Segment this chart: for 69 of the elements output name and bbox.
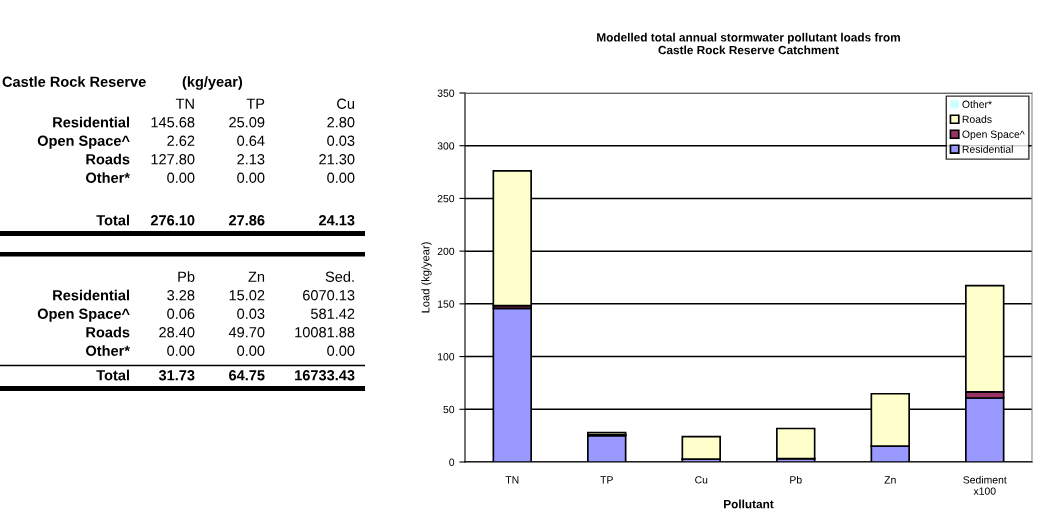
text: 31.73 <box>158 370 195 381</box>
category-label: Open Space^ <box>37 308 130 322</box>
y-tick-label: 250 <box>437 194 455 203</box>
y-axis-title: Load (kg/year) <box>421 242 432 313</box>
x-tick-label: Cu <box>695 476 708 484</box>
text: 15.02 <box>229 290 265 301</box>
category-label: Roads <box>86 326 130 338</box>
x-tick-label: Pb <box>790 475 802 484</box>
text: 2.62 <box>167 135 195 146</box>
category-label: Total <box>96 369 129 381</box>
category-label: Residential <box>53 116 129 128</box>
category-label: Cu <box>337 98 355 109</box>
text: 49.70 <box>228 327 265 338</box>
text: 0.00 <box>237 345 265 356</box>
category-label: TN <box>175 98 194 109</box>
y-tick-label: 200 <box>437 247 455 256</box>
y-tick-label: 0 <box>449 458 455 466</box>
text: 0.00 <box>167 345 195 356</box>
category-label: Zn <box>248 271 265 282</box>
text: 16733.43 <box>295 370 355 381</box>
text: 64.75 <box>229 370 265 381</box>
category-label: Open Space^ <box>37 135 130 149</box>
text: 25.09 <box>229 117 265 128</box>
category-label: Residential <box>53 289 129 301</box>
text: 0.03 <box>327 135 355 146</box>
y-tick-label: 50 <box>443 405 455 414</box>
text: 145.68 <box>151 117 195 128</box>
text: 0.64 <box>237 135 265 146</box>
legend-label: Roads <box>962 115 992 123</box>
y-tick-label: 350 <box>437 89 455 97</box>
x-tick-label: TP <box>600 476 613 484</box>
text: 21.30 <box>319 154 355 165</box>
category-label: Other* <box>86 345 130 356</box>
legend-label: Other* <box>962 100 992 108</box>
chart-title: Modelled total annual stormwater pollutant loads from Castle Rock Reserve Catchment <box>597 32 900 55</box>
text: 0.03 <box>237 308 265 319</box>
x-tick-label: Zn <box>884 476 896 484</box>
category-label: Pb <box>178 271 195 282</box>
text: 3.28 <box>167 290 195 301</box>
legend-label: Residential <box>962 145 1013 153</box>
text: 6070.13 <box>303 290 355 301</box>
y-tick-label: 150 <box>438 300 455 308</box>
x-tick-label: TN <box>505 476 519 484</box>
y-tick-label: 100 <box>438 353 455 361</box>
text: 0.00 <box>327 345 355 356</box>
x-axis-title: Pollutant <box>724 499 774 509</box>
y-tick-label: 300 <box>437 142 455 150</box>
text: 0.00 <box>237 172 265 183</box>
legend-label: Open Space^ <box>962 130 1025 141</box>
text: (kg/year) <box>182 76 243 90</box>
category-label: Total <box>96 214 129 226</box>
category-label: TP <box>246 98 265 109</box>
text: 0.00 <box>327 172 355 183</box>
text: 24.13 <box>319 215 355 226</box>
text: 0.00 <box>167 172 195 183</box>
text: Castle Rock Reserve <box>2 76 146 87</box>
text: 127.80 <box>151 154 195 165</box>
text: 28.40 <box>159 327 195 338</box>
text: 2.13 <box>237 154 265 165</box>
text: 0.06 <box>167 308 195 319</box>
text: 581.42 <box>310 308 355 319</box>
category-label: Other* <box>86 172 130 183</box>
x-tick-label: Sediment x100 <box>963 475 1007 495</box>
text: 276.10 <box>150 215 195 226</box>
text: 10081.88 <box>295 327 355 338</box>
text: 27.86 <box>229 215 265 226</box>
text: 2.80 <box>327 117 355 128</box>
category-label: Roads <box>86 153 130 165</box>
category-label: Sed. <box>325 271 354 282</box>
